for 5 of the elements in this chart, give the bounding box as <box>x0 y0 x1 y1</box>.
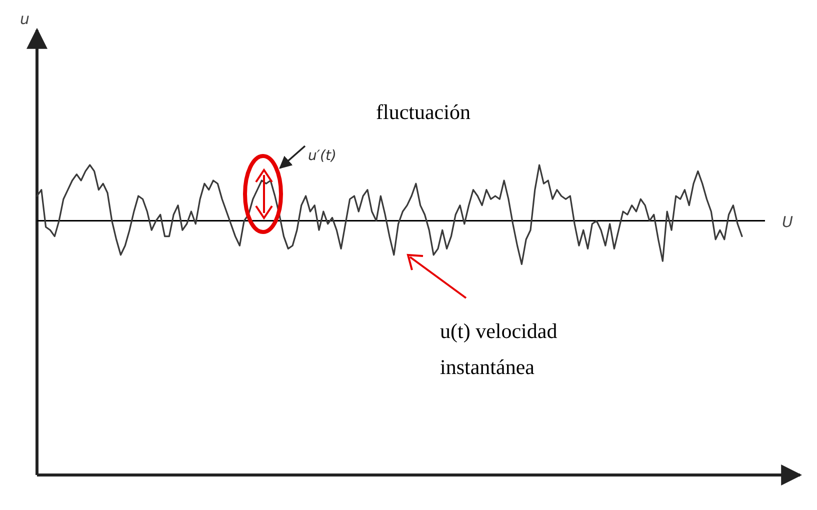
annotation: u(t) velocidad instantánea <box>440 319 558 379</box>
text: u′(t) <box>308 148 336 164</box>
text: fluctuación <box>376 100 471 124</box>
text: u <box>20 10 30 28</box>
ref-line-label: U <box>782 212 793 231</box>
